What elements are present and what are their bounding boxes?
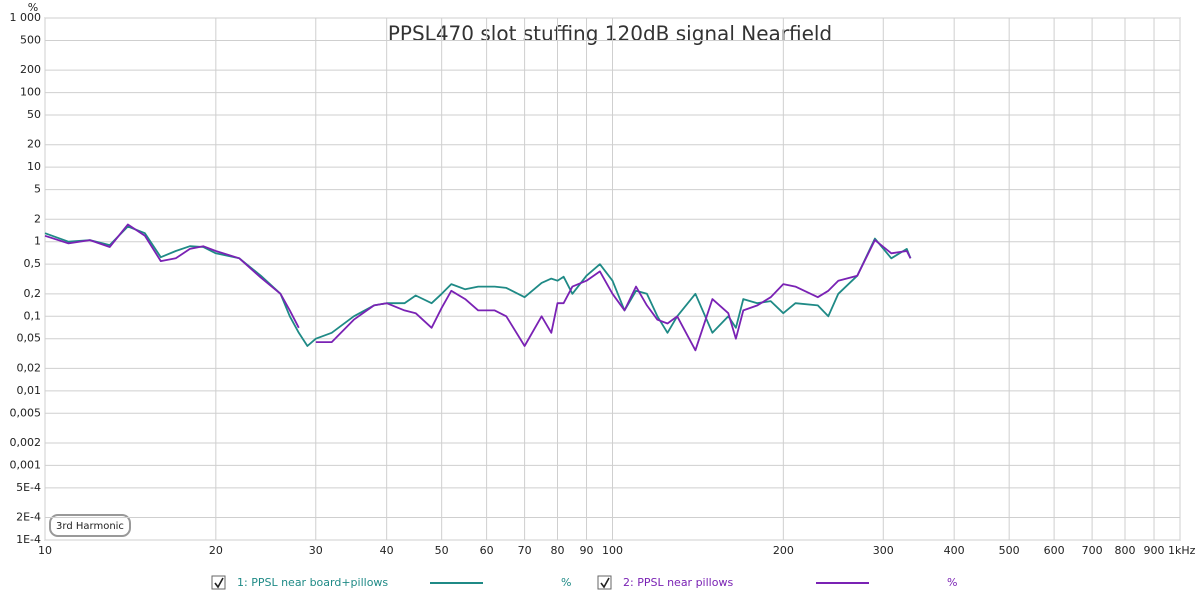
y-tick-label: 100: [20, 86, 41, 99]
x-tick-label: 40: [380, 544, 394, 557]
y-tick-label: 0,2: [24, 287, 42, 300]
x-tick-label: 300: [873, 544, 894, 557]
x-tick-label: 50: [435, 544, 449, 557]
x-tick-label: 90: [580, 544, 594, 557]
y-tick-label: 0,01: [17, 384, 42, 397]
y-tick-label: 200: [20, 63, 41, 76]
series-line: [44, 223, 912, 352]
y-tick-label: 2: [34, 212, 41, 225]
legend-check: [600, 577, 610, 589]
legend-check: [214, 577, 224, 589]
x-tick-label: 800: [1115, 544, 1136, 557]
legend-label: 1: PPSL near board+pillows: [237, 576, 388, 589]
y-tick-label: 1 000: [10, 11, 42, 24]
x-tick-label: 500: [999, 544, 1020, 557]
x-tick-label: 600: [1044, 544, 1065, 557]
x-tick-label: 100: [602, 544, 623, 557]
y-tick-label: 500: [20, 33, 41, 46]
x-tick-label: 60: [480, 544, 494, 557]
x-tick-label: 10: [38, 544, 52, 557]
annotation: 3rd Harmonic: [56, 521, 124, 532]
x-tick-label: 400: [944, 544, 965, 557]
annotation-box: [49, 514, 131, 537]
y-tick-label: 20: [27, 138, 41, 151]
legend-label: 2: PPSL near pillows: [623, 576, 733, 589]
y-tick-label: 0,1: [24, 309, 42, 322]
y-axis-label: %: [28, 1, 38, 14]
y-tick-label: 0,005: [10, 406, 42, 419]
y-tick-label: 5: [34, 183, 41, 196]
y-tick-label: 0,5: [24, 257, 42, 270]
y-tick-label: 1: [34, 235, 41, 248]
y-tick-label: 50: [27, 108, 41, 121]
legend-unit: %: [561, 576, 571, 589]
x-tick-label: 900: [1144, 544, 1165, 557]
y-tick-label: 5E-4: [16, 481, 41, 494]
legend-unit: %: [947, 576, 957, 589]
y-tick-label: 1E-4: [16, 533, 41, 546]
x-tick-label: 20: [209, 544, 223, 557]
y-tick-label: 2E-4: [16, 511, 41, 524]
series-line: [44, 225, 912, 347]
y-tick-label: 10: [27, 160, 41, 173]
x-tick-label: 70: [518, 544, 532, 557]
x-tick-label: 30: [309, 544, 323, 557]
y-tick-label: 0,001: [10, 458, 42, 471]
y-tick-label: 0,02: [17, 361, 42, 374]
y-tick-label: 0,05: [17, 332, 42, 345]
chart-title: PPSL470 slot stuffing 120dB signal Nearf…: [388, 22, 832, 46]
x-tick-label: 80: [551, 544, 565, 557]
x-tick-label: 1kHz: [1168, 544, 1196, 557]
y-tick-label: 0,002: [10, 436, 42, 449]
x-tick-label: 200: [773, 544, 794, 557]
x-tick-label: 700: [1082, 544, 1103, 557]
